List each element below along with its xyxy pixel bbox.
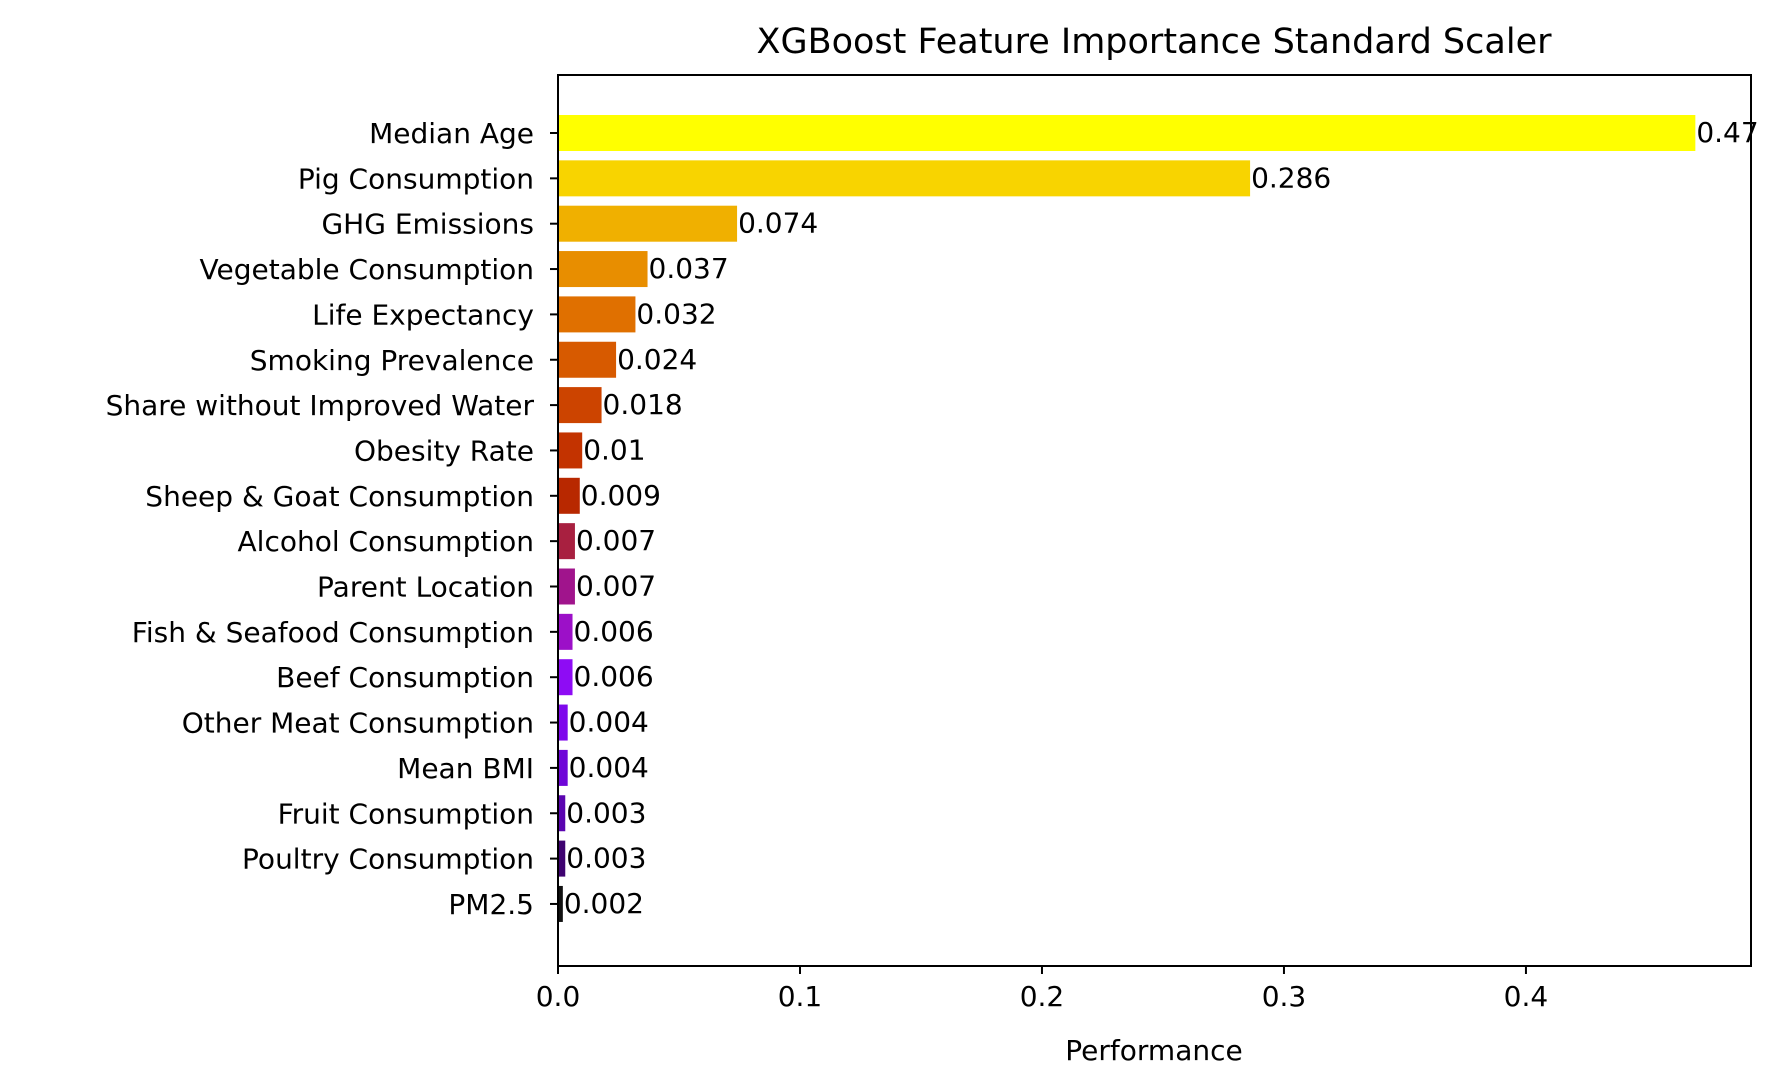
bar — [558, 432, 583, 469]
y-tick-label: Obesity Rate — [354, 434, 534, 467]
bar — [558, 613, 573, 650]
x-tick-label: 0.4 — [1504, 980, 1549, 1013]
data-label: 0.009 — [581, 479, 661, 512]
data-label: 0.032 — [636, 297, 716, 330]
bar — [558, 704, 568, 741]
data-label: 0.002 — [564, 887, 644, 920]
data-label: 0.003 — [566, 842, 646, 875]
x-axis: 0.0 0.1 0.2 0.3 0.4 — [536, 966, 1548, 1013]
y-tick-label: Smoking Prevalence — [250, 344, 534, 377]
data-label: 0.024 — [617, 343, 697, 376]
y-tick-label: Poultry Consumption — [242, 843, 534, 876]
bar — [558, 749, 568, 786]
x-axis-label: Performance — [1065, 1034, 1242, 1067]
y-tick-label: Sheep & Goat Consumption — [145, 480, 534, 513]
data-label: 0.004 — [569, 751, 649, 784]
bar — [558, 387, 602, 424]
y-tick-label: PM2.5 — [448, 888, 534, 921]
bar — [558, 251, 648, 288]
y-tick-label: Pig Consumption — [298, 162, 534, 195]
data-label: 0.01 — [583, 433, 645, 466]
data-label: 0.286 — [1251, 161, 1331, 194]
bar — [558, 795, 566, 832]
x-tick-label: 0.1 — [778, 980, 823, 1013]
y-tick-label: Fish & Seafood Consumption — [132, 616, 534, 649]
y-tick-label: Parent Location — [317, 571, 534, 604]
data-label: 0.018 — [603, 388, 683, 421]
data-label: 0.004 — [569, 706, 649, 739]
bar — [558, 477, 580, 514]
y-tick-label: Alcohol Consumption — [238, 525, 534, 558]
x-tick-label: 0.2 — [1020, 980, 1065, 1013]
x-tick-label: 0.3 — [1262, 980, 1307, 1013]
y-tick-label: Other Meat Consumption — [182, 707, 534, 740]
bar — [558, 115, 1696, 151]
x-tick-label: 0.0 — [536, 980, 581, 1013]
y-tick-label: Mean BMI — [397, 752, 534, 785]
data-label: 0.037 — [649, 252, 729, 285]
y-axis: Median Age Pig Consumption GHG Emissions Ve… — [106, 117, 558, 921]
data-label: 0.074 — [738, 207, 818, 240]
data-label: 0.003 — [566, 796, 646, 829]
data-label: 0.006 — [574, 615, 654, 648]
plot-frame — [557, 74, 1752, 967]
y-tick-label: GHG Emissions — [321, 208, 534, 241]
bar — [558, 523, 575, 560]
data-labels-layer: 0.47 0.286 0.074 0.037 0.032 0.024 0.018 0.01 0.… — [564, 116, 1759, 920]
y-tick-label: Life Expectancy — [312, 298, 534, 331]
bar — [558, 568, 575, 605]
data-label: 0.47 — [1696, 116, 1758, 149]
data-label: 0.006 — [574, 660, 654, 693]
data-label: 0.007 — [576, 524, 656, 557]
bar — [558, 840, 566, 877]
y-tick-label: Vegetable Consumption — [200, 253, 534, 286]
chart-title: XGBoost Feature Importance Standard Scal… — [756, 22, 1552, 62]
y-tick-label: Fruit Consumption — [278, 797, 534, 830]
y-tick-label: Beef Consumption — [276, 661, 534, 694]
bar — [558, 885, 563, 922]
bars-layer — [558, 115, 1696, 922]
bar — [558, 160, 1251, 197]
data-label: 0.007 — [576, 570, 656, 603]
y-tick-label: Share without Improved Water — [106, 389, 535, 422]
bar — [558, 205, 738, 242]
bar — [558, 296, 636, 333]
bar — [558, 659, 573, 696]
bar — [558, 341, 617, 378]
y-tick-label: Median Age — [369, 117, 534, 150]
